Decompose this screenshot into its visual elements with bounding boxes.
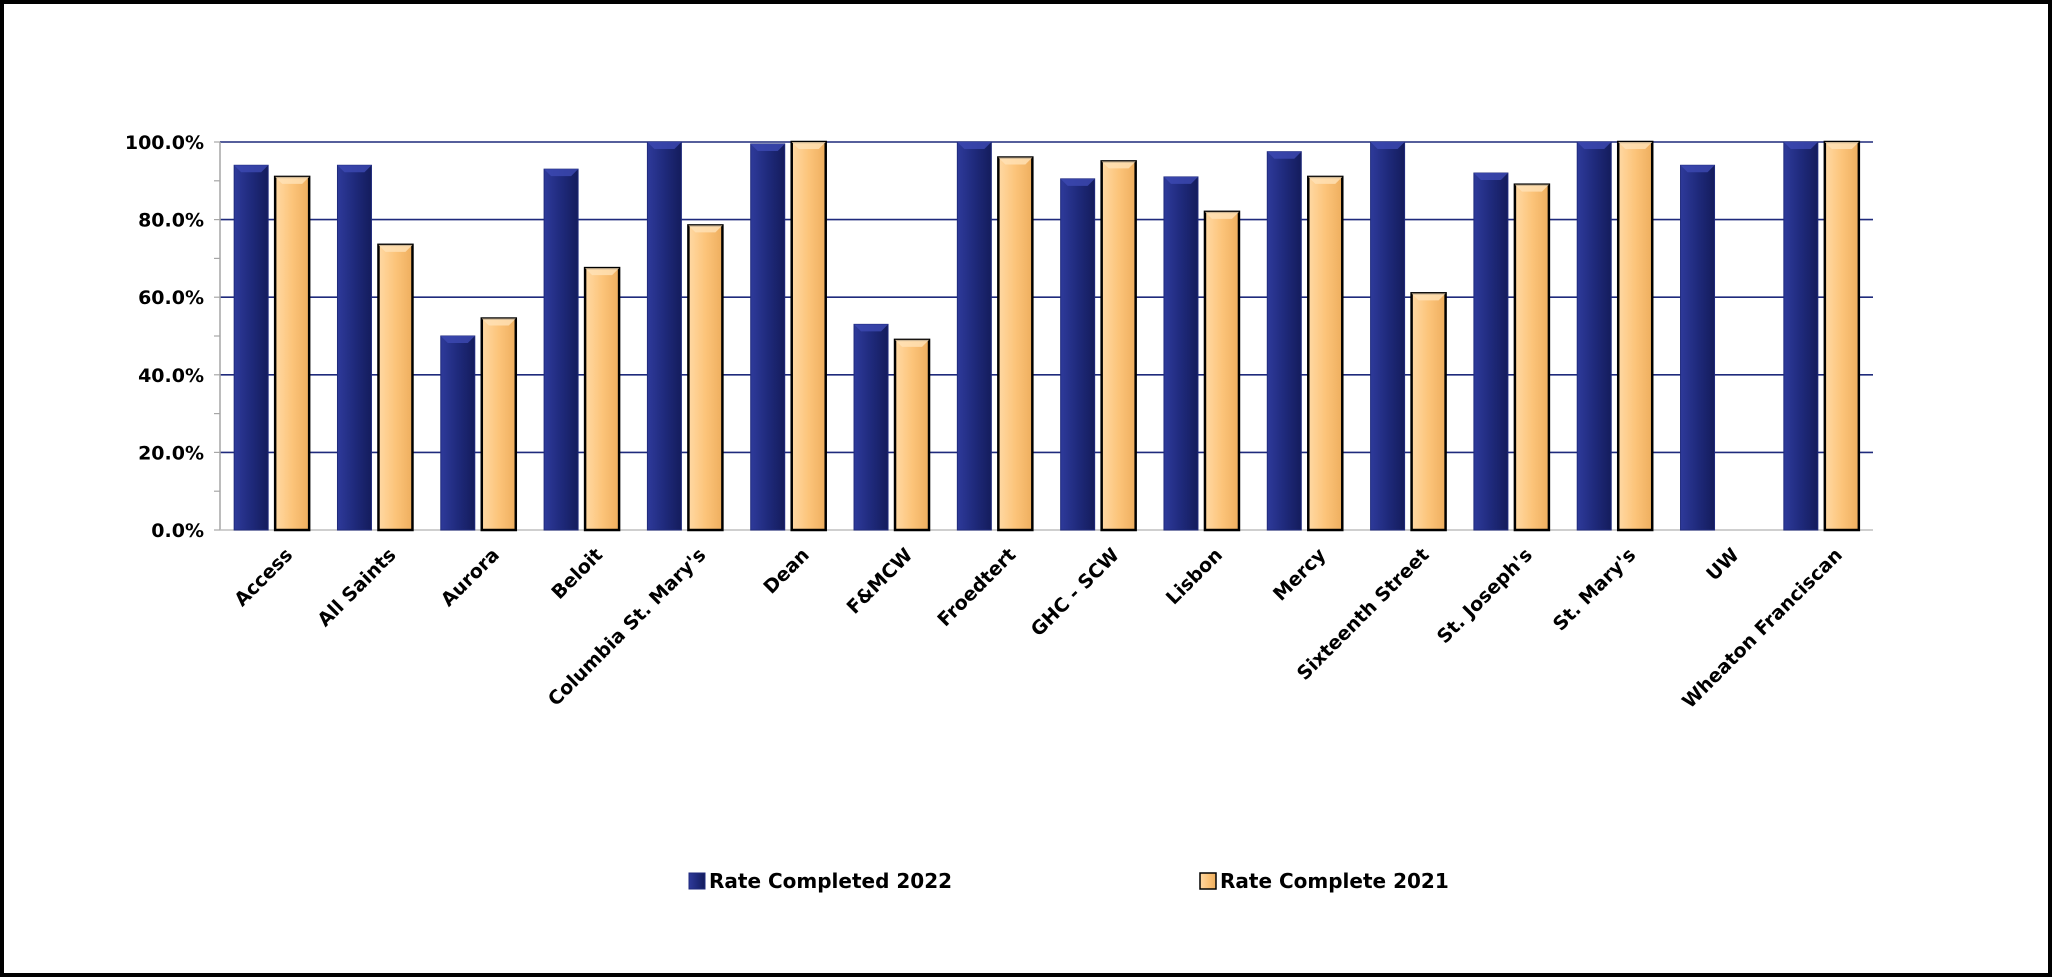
- bar-bevel-2022-6: [854, 324, 889, 332]
- x-category-label-5: Dean: [759, 544, 813, 598]
- bar-bevel-2022-11: [1370, 142, 1405, 149]
- bar-2021-3: [583, 266, 621, 532]
- y-tick-label-4: 80.0%: [138, 210, 204, 232]
- bar-2022-10: [1266, 151, 1302, 531]
- bar-bevel-2022-7: [957, 142, 992, 149]
- bar-2022-6: [853, 323, 889, 531]
- bar-bevel-2022-15: [1783, 142, 1818, 149]
- bar-bevel-2022-1: [337, 165, 372, 173]
- x-category-label-0: Access: [230, 544, 297, 611]
- legend-label-2022: Rate Completed 2022: [709, 869, 952, 893]
- legend-swatch-2021: [1199, 872, 1217, 890]
- bars: [233, 140, 1861, 532]
- bar-2021-7: [997, 156, 1034, 532]
- x-category-label-2: Aurora: [437, 544, 504, 611]
- bar-bevel-2021-10: [1308, 176, 1343, 184]
- bar-bevel-2022-8: [1060, 178, 1095, 186]
- bar-2022-15: [1783, 141, 1819, 531]
- bar-bevel-2022-4: [647, 142, 682, 149]
- x-category-label-12: St. Joseph's: [1433, 544, 1537, 648]
- bar-bevel-2021-13: [1618, 142, 1653, 149]
- bar-bevel-2022-12: [1473, 173, 1508, 181]
- bar-bevel-2021-1: [378, 244, 413, 252]
- bar-bevel-2021-5: [791, 142, 826, 149]
- y-tick-label-0: 0.0%: [151, 520, 204, 542]
- bar-bevel-2022-0: [234, 165, 269, 173]
- x-category-label-8: GHC - SCW: [1027, 544, 1124, 641]
- bar-chart: 0.0% 20.0% 40.0% 60.0% 80.0% 100.0% Access All…: [125, 132, 1873, 893]
- y-tick-label-2: 40.0%: [138, 365, 204, 387]
- bar-2022-7: [956, 141, 992, 531]
- x-category-label-1: All Saints: [313, 544, 400, 631]
- y-tick-label-3: 60.0%: [138, 287, 204, 309]
- bar-bevel-2022-5: [750, 143, 785, 151]
- bar-2022-9: [1163, 176, 1199, 531]
- x-category-label-10: Mercy: [1269, 544, 1331, 606]
- x-category-label-13: St. Mary's: [1549, 544, 1640, 635]
- bar-2021-6: [893, 338, 931, 532]
- x-category-label-7: Froedtert: [933, 544, 1020, 631]
- bar-2021-0: [273, 175, 311, 532]
- bar-bevel-2021-11: [1411, 293, 1446, 301]
- bar-bevel-2021-7: [998, 157, 1033, 165]
- x-category-label-3: Beloit: [547, 544, 607, 604]
- legend-label-2021: Rate Complete 2021: [1220, 869, 1449, 893]
- bar-bevel-2021-15: [1824, 142, 1859, 149]
- x-category-label-14: UW: [1702, 544, 1743, 585]
- bar-bevel-2022-13: [1577, 142, 1612, 149]
- bar-2021-1: [377, 243, 414, 532]
- bar-bevel-2021-8: [1101, 161, 1136, 169]
- bar-2022-5: [750, 143, 786, 531]
- bar-2022-2: [440, 335, 476, 531]
- y-tick-label-1: 20.0%: [138, 442, 204, 464]
- y-axis-tick-labels: 0.0% 20.0% 40.0% 60.0% 80.0% 100.0%: [125, 132, 204, 542]
- bar-2021-11: [1410, 292, 1447, 532]
- bar-2022-11: [1370, 141, 1406, 531]
- bar-bevel-2021-4: [688, 225, 723, 233]
- bar-bevel-2021-12: [1514, 184, 1549, 192]
- bar-2021-10: [1307, 175, 1344, 532]
- bar-2022-0: [233, 164, 269, 531]
- bar-bevel-2021-3: [585, 268, 620, 276]
- bar-bevel-2022-3: [544, 169, 579, 177]
- bar-2022-8: [1060, 178, 1096, 531]
- bar-2022-12: [1473, 172, 1509, 531]
- bar-bevel-2022-14: [1680, 165, 1715, 173]
- bar-bevel-2022-2: [440, 336, 475, 343]
- bar-2022-3: [543, 168, 579, 531]
- bar-2021-5: [790, 140, 827, 532]
- y-tick-label-5: 100.0%: [125, 132, 204, 154]
- legend-swatch-2022: [688, 872, 706, 890]
- bar-2022-14: [1680, 164, 1716, 531]
- bar-2021-12: [1513, 183, 1551, 532]
- bar-2021-13: [1616, 140, 1654, 532]
- legend: Rate Completed 2022 Rate Complete 2021: [688, 869, 1449, 893]
- legend-item-2022: Rate Completed 2022: [688, 869, 952, 893]
- bar-bevel-2021-6: [895, 339, 930, 347]
- bar-2021-9: [1203, 210, 1241, 532]
- bar-2022-1: [336, 164, 372, 531]
- bar-2021-4: [687, 224, 724, 532]
- legend-item-2021: Rate Complete 2021: [1199, 869, 1449, 893]
- bar-bevel-2022-9: [1163, 176, 1198, 184]
- bar-bevel-2022-10: [1267, 151, 1302, 159]
- bar-bevel-2021-0: [275, 176, 310, 184]
- bar-2021-2: [480, 317, 518, 532]
- bar-2022-13: [1576, 141, 1612, 531]
- bar-2021-15: [1823, 140, 1861, 532]
- bar-2022-4: [646, 141, 682, 531]
- bar-bevel-2021-9: [1204, 211, 1239, 219]
- x-category-label-6: F&MCW: [843, 544, 918, 619]
- bar-bevel-2021-2: [481, 318, 516, 326]
- bar-2021-8: [1100, 160, 1137, 532]
- x-category-label-9: Lisbon: [1162, 544, 1227, 609]
